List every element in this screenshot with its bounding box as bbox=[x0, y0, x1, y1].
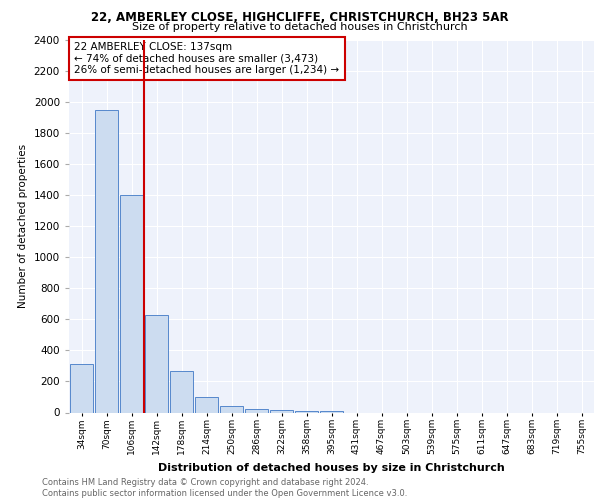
Bar bbox=[119, 195, 143, 412]
Text: Size of property relative to detached houses in Christchurch: Size of property relative to detached ho… bbox=[132, 22, 468, 32]
Bar bbox=[194, 397, 218, 412]
Bar bbox=[70, 364, 94, 412]
Bar bbox=[245, 409, 268, 412]
Bar bbox=[269, 410, 293, 412]
Bar bbox=[145, 314, 169, 412]
Bar bbox=[170, 372, 193, 412]
Y-axis label: Number of detached properties: Number of detached properties bbox=[18, 144, 28, 308]
Bar bbox=[95, 110, 118, 412]
Text: 22, AMBERLEY CLOSE, HIGHCLIFFE, CHRISTCHURCH, BH23 5AR: 22, AMBERLEY CLOSE, HIGHCLIFFE, CHRISTCH… bbox=[91, 11, 509, 24]
Text: 22 AMBERLEY CLOSE: 137sqm
← 74% of detached houses are smaller (3,473)
26% of se: 22 AMBERLEY CLOSE: 137sqm ← 74% of detac… bbox=[74, 42, 340, 75]
X-axis label: Distribution of detached houses by size in Christchurch: Distribution of detached houses by size … bbox=[158, 463, 505, 473]
Text: Contains HM Land Registry data © Crown copyright and database right 2024.
Contai: Contains HM Land Registry data © Crown c… bbox=[42, 478, 407, 498]
Bar bbox=[295, 411, 319, 412]
Bar bbox=[220, 406, 244, 412]
